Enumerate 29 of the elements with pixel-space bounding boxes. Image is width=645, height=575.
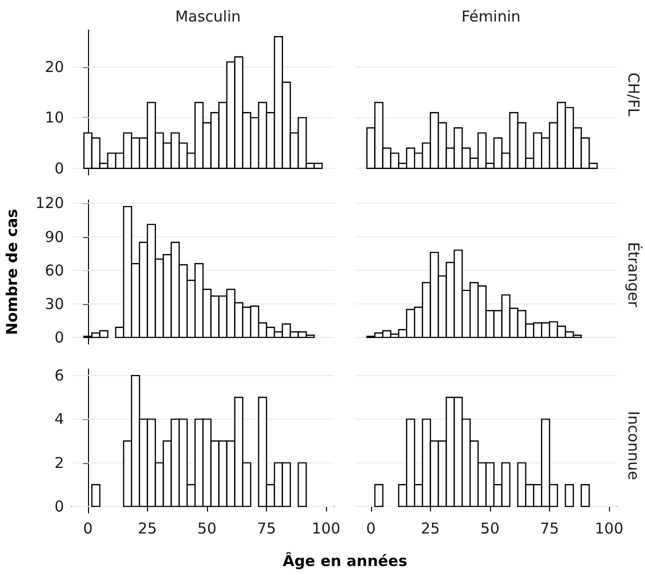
x-tick-label: 0: [366, 520, 376, 538]
text: CH/FL: [624, 72, 642, 117]
text: Étranger: [624, 242, 642, 308]
y-tick-label: 0: [54, 328, 64, 346]
y-axis-title: Nombre de cas: [3, 208, 21, 336]
y-tick-label: 10: [44, 108, 64, 127]
y-tick-label: 120: [35, 194, 64, 212]
x-tick-label: 50: [480, 520, 500, 538]
x-tick-label: 0: [83, 520, 93, 538]
x-tick-label: 50: [197, 520, 217, 538]
y-tick-label: 2: [54, 454, 64, 472]
y-tick-label: 60: [44, 261, 64, 280]
x-tick-label: 100: [312, 520, 340, 538]
chart-title: Féminin: [462, 8, 520, 26]
y-tick-label: 20: [44, 58, 64, 76]
y-tick-label: 0: [54, 159, 64, 178]
x-axis-title: Âge en années: [282, 552, 408, 570]
x-tick-label: 25: [138, 520, 157, 538]
x-tick-label: 75: [256, 520, 276, 538]
y-tick-label: 0: [54, 497, 64, 516]
y-tick-label: 4: [54, 410, 64, 428]
y-tick-label: 6: [54, 366, 64, 385]
x-tick-label: 100: [594, 520, 624, 538]
x-tick-label: 25: [420, 520, 440, 538]
text: Inconnue: [624, 410, 642, 480]
chart-title: Masculin: [175, 8, 241, 26]
y-tick-label: 30: [44, 294, 64, 313]
x-tick-label: 75: [540, 520, 560, 538]
y-tick-label: 90: [44, 228, 64, 246]
